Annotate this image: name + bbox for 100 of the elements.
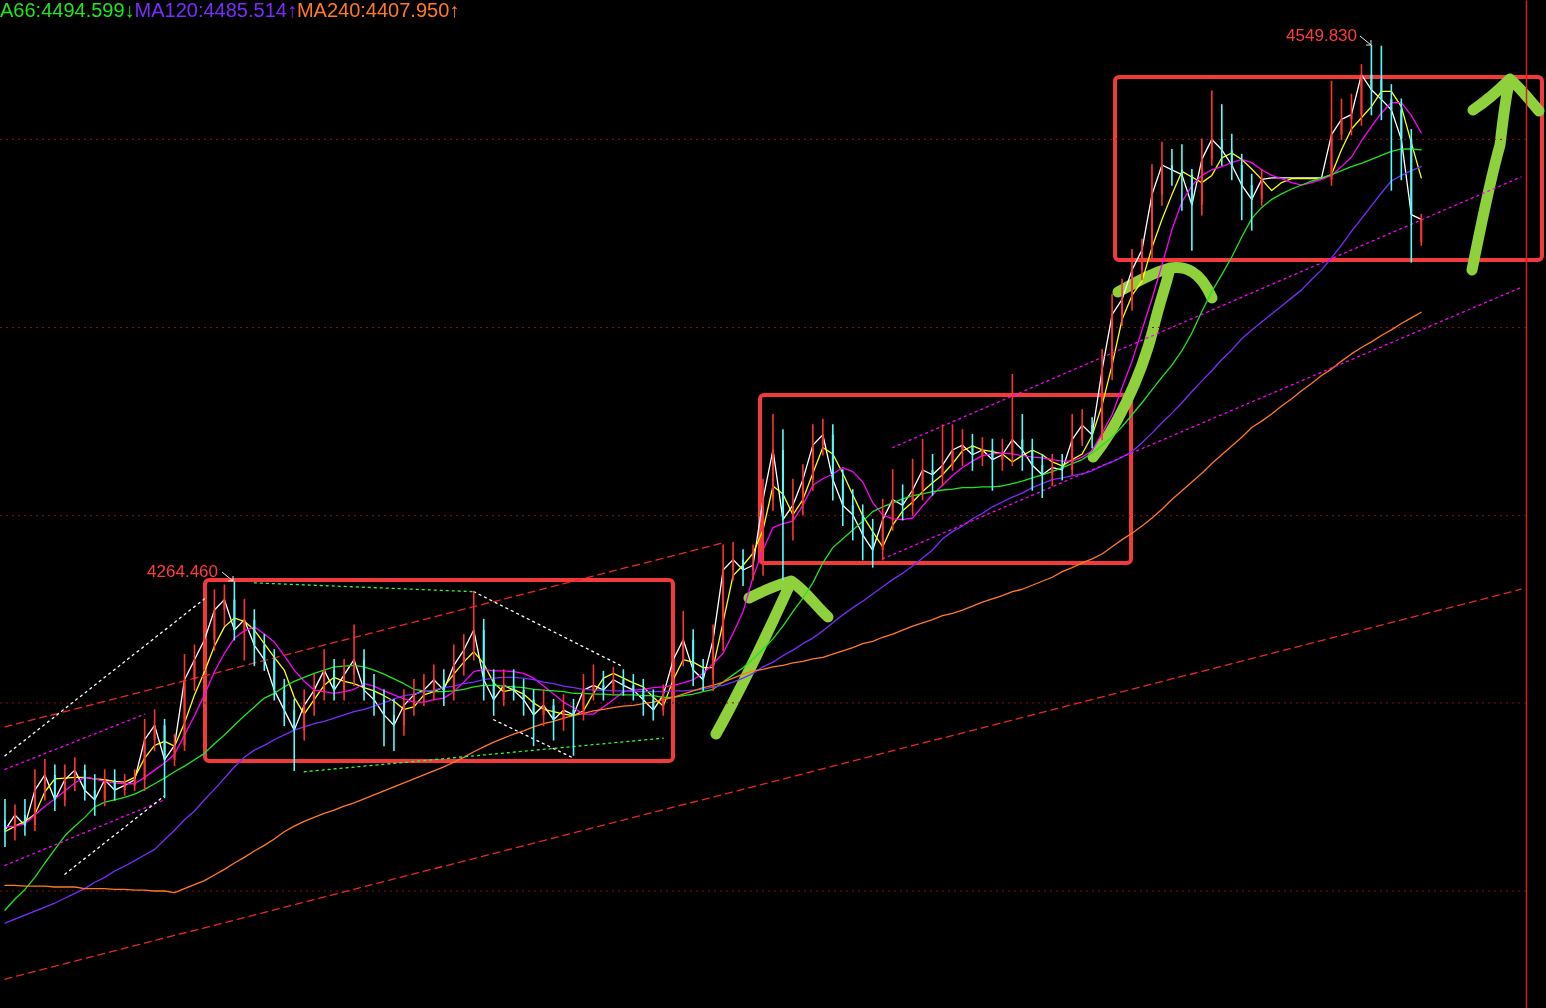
candlestick xyxy=(791,478,794,541)
candlestick xyxy=(402,689,405,736)
candlestick xyxy=(1230,133,1233,181)
candlestick xyxy=(652,689,655,721)
candlestick xyxy=(83,764,86,801)
candlestick xyxy=(622,669,625,696)
candlestick xyxy=(532,689,535,747)
candlestick xyxy=(1141,238,1144,281)
candlestick xyxy=(1041,453,1044,498)
candlestick xyxy=(313,674,316,716)
candlestick xyxy=(1250,173,1253,231)
candlestick xyxy=(353,624,356,687)
text: 4549.830 xyxy=(1286,26,1357,45)
candlestick xyxy=(173,734,176,767)
candlestick xyxy=(522,678,525,716)
candlestick xyxy=(662,684,665,716)
candlestick xyxy=(273,649,276,701)
candlestick xyxy=(1121,278,1124,326)
candlestick xyxy=(1360,64,1363,126)
candlestick xyxy=(1390,84,1393,191)
candlestick xyxy=(133,769,136,791)
candlestick xyxy=(203,624,206,671)
candlestick xyxy=(1051,453,1054,486)
text: MA240:4407.950↑ xyxy=(296,0,460,21)
candlestick xyxy=(911,458,914,516)
candlestick xyxy=(901,484,904,521)
candlestick xyxy=(233,581,236,641)
candlestick xyxy=(1210,90,1213,166)
candlestick xyxy=(891,469,894,531)
candlestick xyxy=(991,438,994,491)
candlestick xyxy=(1150,164,1153,261)
candlestick xyxy=(113,769,116,801)
candlestick xyxy=(412,678,415,716)
candlestick xyxy=(1410,128,1413,263)
candlestick xyxy=(263,634,266,671)
candlestick xyxy=(851,489,854,541)
candlestick xyxy=(702,658,705,691)
candlestick xyxy=(333,658,336,701)
candlestick xyxy=(3,798,6,847)
candlestick xyxy=(373,674,376,716)
candlestick xyxy=(961,429,964,466)
candlestick xyxy=(382,689,385,747)
candlestick xyxy=(562,694,565,731)
candlestick xyxy=(1001,438,1004,471)
candlestick xyxy=(981,437,984,466)
candlestick xyxy=(672,638,675,701)
candlestick xyxy=(682,610,685,667)
candlestick xyxy=(1400,98,1403,181)
candlestick xyxy=(213,589,216,651)
candlestick xyxy=(1340,98,1343,141)
candlestick xyxy=(951,424,954,471)
candlestick xyxy=(612,666,615,696)
candlestick xyxy=(1180,144,1183,211)
candlestick xyxy=(1260,169,1263,206)
text: MA120:4485.514↑ xyxy=(134,0,297,21)
candlestick xyxy=(881,498,884,561)
candlestick xyxy=(1220,104,1223,166)
candlestick xyxy=(243,598,246,661)
candlestick xyxy=(323,649,326,701)
candlestick xyxy=(293,698,296,771)
candlestick xyxy=(472,590,475,661)
candlestick xyxy=(1031,438,1034,491)
candlestick xyxy=(1170,148,1173,186)
candlestick xyxy=(482,618,485,701)
candlestick xyxy=(343,658,346,701)
candlestick xyxy=(73,757,76,791)
candlestick xyxy=(572,698,575,756)
candlestick xyxy=(193,644,196,691)
candlestick xyxy=(642,678,645,716)
candlestick xyxy=(732,542,735,581)
candlestick xyxy=(143,718,146,791)
candlestick xyxy=(183,654,186,751)
candlestick xyxy=(941,424,944,486)
candlestick xyxy=(821,418,824,456)
candlestick xyxy=(123,774,126,796)
candlestick xyxy=(1370,44,1373,116)
candlestick xyxy=(1021,413,1024,471)
candlestick xyxy=(502,669,505,707)
candlestick xyxy=(432,664,435,701)
candlestick xyxy=(542,689,545,727)
candlestick xyxy=(153,709,156,751)
candlestick xyxy=(63,764,66,807)
candlestick xyxy=(392,698,395,751)
candlestick xyxy=(492,669,495,716)
candlestick xyxy=(163,718,166,799)
candlestick xyxy=(1081,409,1084,446)
candlestick xyxy=(283,678,286,727)
candlestick xyxy=(253,609,256,667)
candlestick xyxy=(1091,417,1094,449)
candlestick xyxy=(43,758,46,801)
annotation: 4264.460 xyxy=(147,562,218,581)
candlestick xyxy=(861,504,864,561)
candlestick xyxy=(512,669,515,701)
candlestick xyxy=(93,774,96,816)
candlestick xyxy=(23,798,26,836)
candlestick xyxy=(552,698,555,741)
candlestick xyxy=(462,634,465,676)
candlestick xyxy=(592,664,595,701)
candlestick xyxy=(13,804,16,841)
candlestick xyxy=(871,518,874,568)
